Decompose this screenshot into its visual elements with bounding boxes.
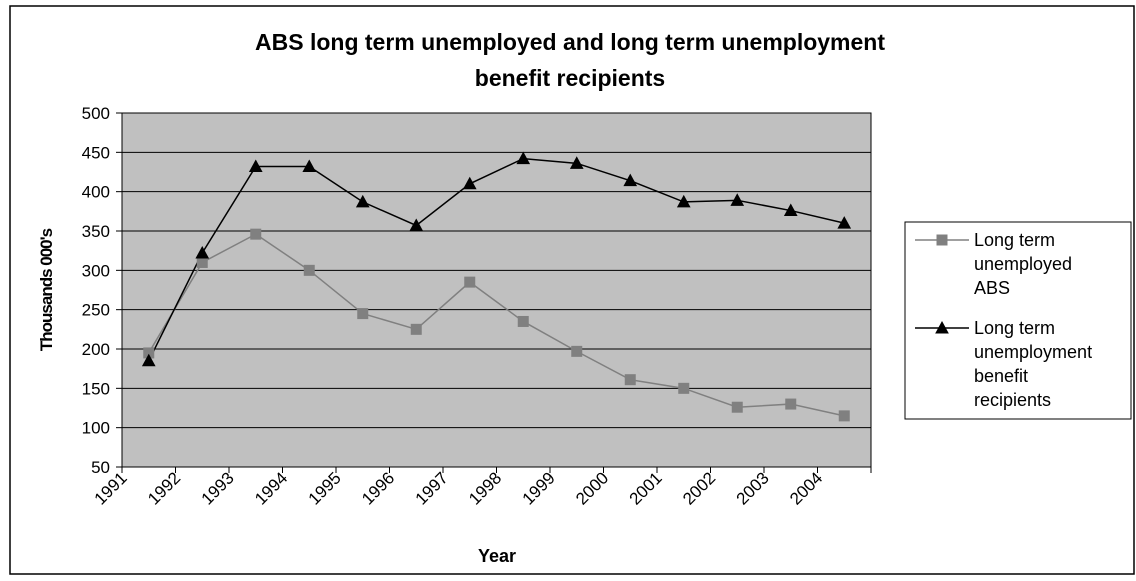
series-2-point [676, 194, 691, 208]
series-2-point [141, 353, 156, 367]
y-tick-label: 500 [82, 104, 110, 123]
series-2-point [409, 218, 424, 231]
legend-label-2: unemployment [974, 342, 1092, 362]
series-1-point [517, 315, 529, 327]
series-2-point [195, 245, 210, 259]
series-1-point [571, 345, 583, 357]
series-2-point [569, 156, 584, 169]
legend-label-2: benefit [974, 366, 1028, 386]
series-1-point [785, 398, 797, 410]
plot-area [121, 112, 872, 468]
y-axis-label: Thousands 000's [37, 228, 56, 351]
series-1-point [250, 228, 262, 240]
series-2-point [623, 173, 638, 187]
series-1-point [357, 308, 369, 320]
gridlines [122, 151, 871, 429]
series-2-point [302, 159, 317, 172]
series-1-point [624, 374, 636, 386]
series-1-point [731, 401, 743, 413]
series-2-point [462, 176, 477, 190]
legend-label-1: ABS [974, 278, 1010, 298]
series-1-point [410, 323, 422, 335]
x-axis-label: Year [478, 546, 516, 566]
legend-marker-1 [936, 234, 948, 246]
series-1-point [678, 382, 690, 394]
legend-label-1: Long term [974, 230, 1055, 250]
series-line-2 [148, 157, 845, 362]
y-tick-label: 200 [82, 340, 110, 359]
series-line-1 [148, 233, 845, 417]
series-1-point [303, 264, 315, 276]
series-1-point [196, 256, 208, 268]
y-tick-label: 50 [91, 458, 110, 477]
legend-label-1: unemployed [974, 254, 1072, 274]
series-2-point [783, 203, 798, 217]
y-tick-label: 350 [82, 222, 110, 241]
y-tick-label: 100 [82, 419, 110, 438]
y-tick-label: 150 [82, 379, 110, 398]
series-1-point [838, 410, 850, 422]
series-2-point [516, 151, 531, 165]
legend: Long term unemployed ABS Long term unemploym… [904, 221, 1132, 420]
y-tick-label: 250 [82, 301, 110, 320]
series-2-point [730, 193, 745, 206]
series-2-point [248, 159, 263, 172]
y-tick-label: 300 [82, 261, 110, 280]
series-1-point [464, 276, 476, 288]
chart-title-line1: ABS long term unemployed and long term u… [255, 29, 885, 55]
series-2-point [837, 216, 852, 229]
legend-box [904, 221, 1132, 420]
y-tick-label: 450 [82, 143, 110, 162]
series-2-point [355, 194, 370, 208]
y-axis: 50 100 150 200 250 300 350 400 450 500 [82, 104, 122, 477]
series-lines [148, 157, 845, 417]
legend-label-2: recipients [974, 390, 1051, 410]
legend-label-2: Long term [974, 318, 1055, 338]
legend-marker-2 [935, 320, 949, 334]
y-tick-label: 400 [82, 183, 110, 202]
series-markers [141, 151, 852, 422]
chart-title-line2: benefit recipients [475, 65, 665, 91]
